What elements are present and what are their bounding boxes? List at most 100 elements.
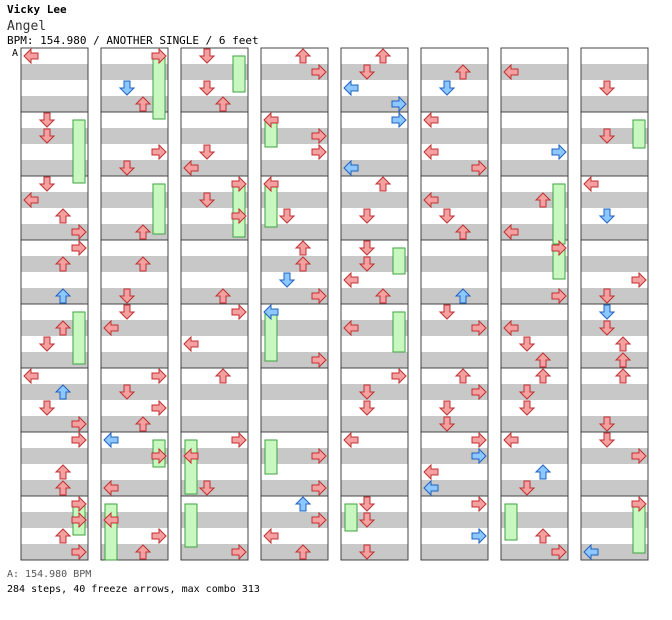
beat-stripe <box>261 256 328 272</box>
freeze-arrow <box>72 119 86 184</box>
tap-arrow <box>503 63 519 81</box>
beat-stripe <box>101 432 168 448</box>
beat-stripe <box>501 272 568 288</box>
beat-stripe <box>581 528 648 544</box>
beat-stripe <box>101 128 168 144</box>
beat-stripe <box>421 144 488 160</box>
beat-stripe <box>181 208 248 224</box>
tap-arrow <box>198 48 216 64</box>
tap-arrow <box>118 304 136 320</box>
beat-stripe <box>501 352 568 368</box>
tap-arrow <box>23 47 39 65</box>
beat-stripe <box>421 448 488 464</box>
beat-stripe <box>101 112 168 128</box>
beat-stripe <box>21 304 88 320</box>
beat-stripe <box>181 336 248 352</box>
beat-stripe <box>501 464 568 480</box>
tap-arrow <box>263 527 279 545</box>
tap-arrow <box>71 431 87 449</box>
beat-stripe <box>341 480 408 496</box>
beat-stripe <box>261 448 328 464</box>
tap-arrow <box>134 256 152 272</box>
tap-arrow <box>134 96 152 112</box>
tap-arrow <box>54 480 72 496</box>
tap-arrow <box>294 496 312 512</box>
beat-stripe <box>501 192 568 208</box>
tap-arrow <box>231 303 247 321</box>
tap-arrow <box>103 319 119 337</box>
step-stats: 284 steps, 40 freeze arrows, max combo 3… <box>7 584 260 595</box>
tap-arrow <box>71 495 87 513</box>
tap-arrow <box>263 111 279 129</box>
beat-stripe <box>101 448 168 464</box>
tap-arrow <box>343 79 359 97</box>
beat-stripe <box>421 544 488 560</box>
beat-stripe <box>101 512 168 528</box>
beat-stripe <box>181 320 248 336</box>
tap-arrow <box>151 367 167 385</box>
beat-stripe <box>21 528 88 544</box>
freeze-arrow <box>72 311 86 365</box>
beat-stripe <box>581 336 648 352</box>
beat-stripe <box>581 112 648 128</box>
beat-stripe <box>261 416 328 432</box>
beat-stripe <box>581 464 648 480</box>
beat-stripe <box>181 128 248 144</box>
beat-stripe <box>501 368 568 384</box>
tap-arrow <box>198 80 216 96</box>
tap-arrow <box>294 256 312 272</box>
beat-stripe <box>581 480 648 496</box>
tap-arrow <box>471 431 487 449</box>
tap-arrow <box>583 543 599 561</box>
tap-arrow <box>343 319 359 337</box>
beat-stripe <box>341 448 408 464</box>
tap-arrow <box>438 304 456 320</box>
beat-stripe <box>181 176 248 192</box>
tap-arrow <box>54 384 72 400</box>
tap-arrow <box>518 400 536 416</box>
tap-arrow <box>551 543 567 561</box>
beat-stripe <box>21 352 88 368</box>
tap-arrow <box>614 336 632 352</box>
tap-arrow <box>614 352 632 368</box>
tap-arrow <box>471 447 487 465</box>
beat-stripe <box>421 368 488 384</box>
beat-stripe <box>421 128 488 144</box>
tap-arrow <box>423 191 439 209</box>
tap-arrow <box>423 143 439 161</box>
beat-stripe <box>261 240 328 256</box>
beat-stripe <box>341 96 408 112</box>
beat-stripe <box>501 528 568 544</box>
tap-arrow <box>503 319 519 337</box>
beat-stripe <box>501 512 568 528</box>
beat-stripe <box>501 448 568 464</box>
tap-arrow <box>151 47 167 65</box>
beat-stripe <box>581 224 648 240</box>
tap-arrow <box>263 175 279 193</box>
measure-box <box>100 495 169 561</box>
beat-stripe <box>501 432 568 448</box>
tap-arrow <box>151 399 167 417</box>
tap-arrow <box>598 304 616 320</box>
tap-arrow <box>343 159 359 177</box>
freeze-arrow <box>504 503 518 541</box>
freeze-arrow <box>552 183 566 245</box>
beat-stripe <box>101 272 168 288</box>
beat-stripe <box>101 480 168 496</box>
tap-arrow <box>71 415 87 433</box>
beat-stripe <box>501 128 568 144</box>
tap-arrow <box>438 208 456 224</box>
beat-stripe <box>101 240 168 256</box>
beat-stripe <box>421 272 488 288</box>
beat-stripe <box>581 160 648 176</box>
tap-arrow <box>214 368 232 384</box>
beat-stripe <box>181 112 248 128</box>
freeze-arrow <box>344 503 358 532</box>
tap-arrow <box>38 336 56 352</box>
tap-arrow <box>198 144 216 160</box>
tap-arrow <box>103 479 119 497</box>
bpm-summary: A: 154.980 BPM <box>7 569 92 580</box>
beat-stripe <box>261 512 328 528</box>
beat-stripe <box>581 144 648 160</box>
tap-arrow <box>391 111 407 129</box>
